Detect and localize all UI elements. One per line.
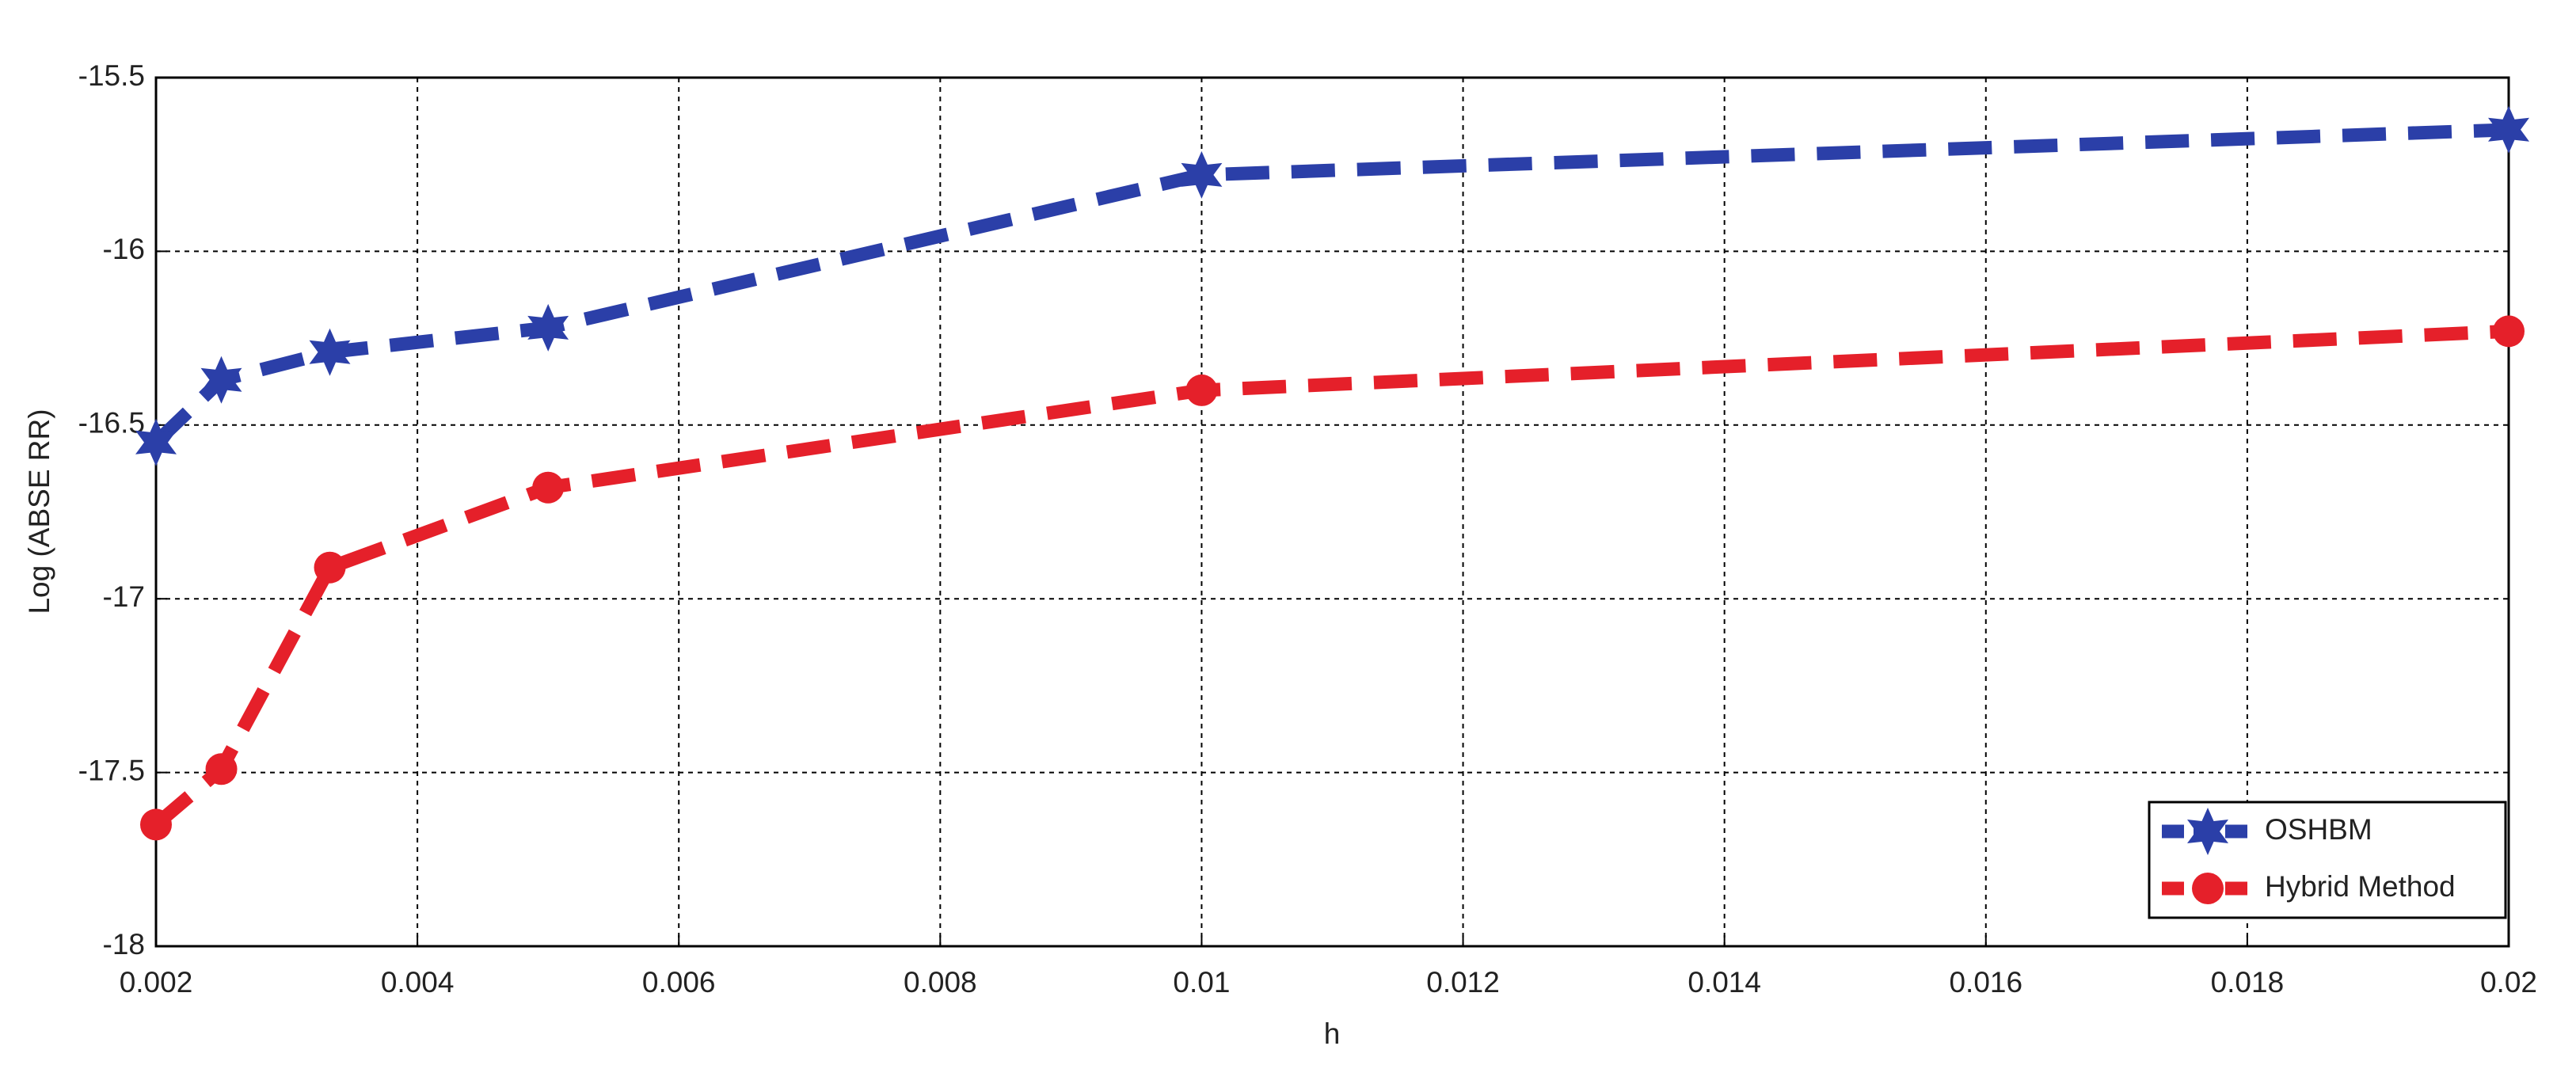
legend: OSHBM Hybrid Method (2148, 801, 2507, 919)
x-tick-label: 0.014 (1688, 966, 1761, 998)
y-axis-label: Log (ABSE RR) (23, 409, 55, 614)
x-tick-label: 0.018 (2211, 966, 2285, 998)
marker (527, 303, 569, 352)
plot-area (156, 78, 2509, 946)
marker (200, 356, 242, 404)
marker (2488, 105, 2529, 154)
legend-label: OSHBM (2265, 813, 2372, 846)
legend-label: Hybrid Method (2265, 870, 2456, 903)
marker (135, 418, 177, 466)
x-tick-label: 0.012 (1426, 966, 1500, 998)
marker (140, 808, 172, 841)
y-tick-label: -17.5 (78, 754, 145, 786)
marker (2493, 315, 2525, 348)
y-tick-label: -16 (103, 233, 145, 265)
y-tick-label: -15.5 (78, 59, 145, 92)
x-axis-label: h (1324, 1017, 1341, 1050)
marker (2187, 808, 2228, 855)
marker (532, 471, 565, 504)
y-tick-label: -17 (103, 580, 145, 613)
x-tick-label: 0.002 (120, 966, 193, 998)
x-tick-label: 0.004 (381, 966, 455, 998)
x-tick-label: 0.008 (904, 966, 977, 998)
marker (205, 753, 238, 785)
x-tick-label: 0.01 (1173, 966, 1230, 998)
marker (314, 551, 346, 584)
marker (1185, 374, 1218, 406)
marker (2192, 873, 2224, 904)
y-tick-label: -16.5 (78, 407, 145, 439)
y-tick-label: -18 (103, 928, 145, 960)
x-tick-label: 0.02 (2480, 966, 2537, 998)
x-tick-label: 0.006 (642, 966, 716, 998)
x-tick-label: 0.016 (1949, 966, 2022, 998)
marker (309, 328, 351, 376)
plot-frame (154, 76, 2510, 948)
marker (1181, 150, 1223, 199)
